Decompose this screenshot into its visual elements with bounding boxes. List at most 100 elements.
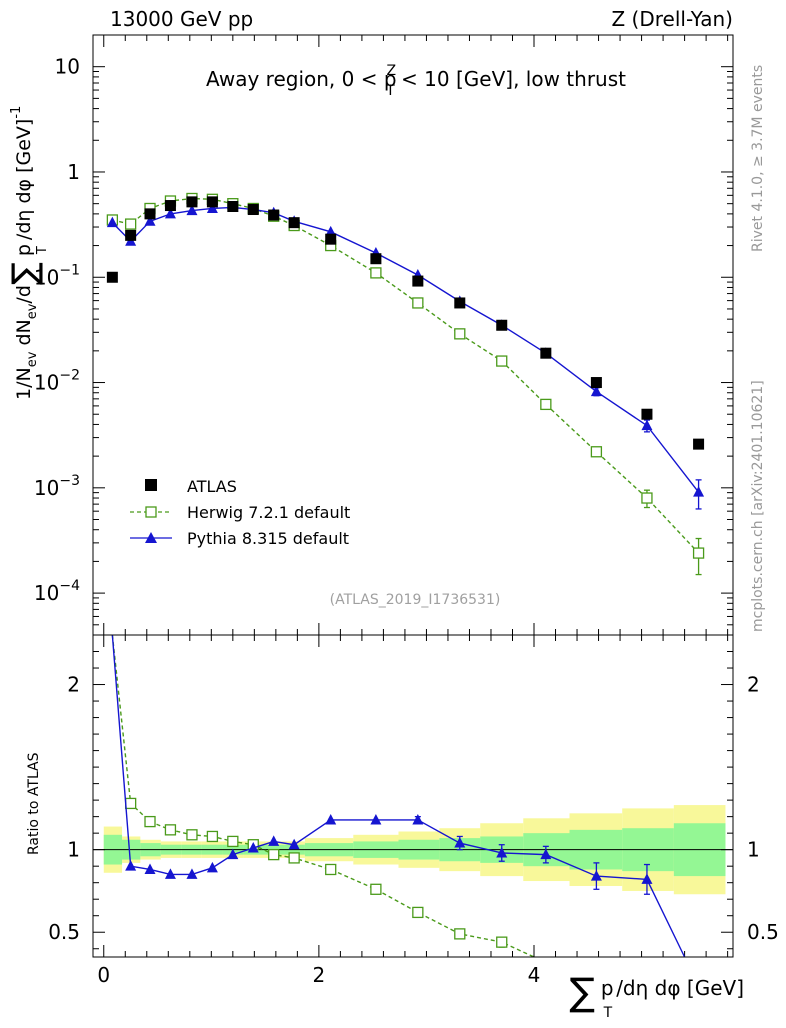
ratio-herwig-point — [268, 848, 280, 861]
main-herwig-point — [454, 328, 466, 340]
main-pythia-point — [590, 385, 602, 397]
ratio-pythia-point — [590, 870, 602, 881]
ratio-herwig-point — [124, 797, 137, 810]
main-pythia-point — [641, 419, 653, 431]
tick-exponent: −1 — [59, 262, 80, 278]
xlabel-sub: T — [603, 1005, 613, 1021]
ratio-pythia-point — [144, 863, 156, 874]
ratio-x-tick-label: 2 — [313, 963, 326, 987]
ratio-herwig-point — [454, 928, 466, 940]
main-herwig-point — [590, 446, 603, 458]
main-pythia-line — [111, 206, 700, 493]
legend-pythia-marker — [145, 532, 157, 543]
ratio-pythia-point — [247, 842, 259, 853]
ratio-pythia-point — [186, 868, 198, 879]
ratio-x-tick-label: 0 — [97, 963, 110, 987]
ratio-y-axis-title: Ratio to ATLAS — [26, 752, 42, 855]
ratio-y-tick-label: 2 — [67, 673, 80, 697]
ratio-pythia-point — [268, 835, 280, 846]
main-y-tick-label: 10−3 — [34, 473, 80, 500]
main-pythia-point — [186, 204, 198, 216]
main-atlas-point — [693, 438, 705, 450]
rivet-version-label: Rivet 4.1.0, ≥ 3.7M events — [750, 65, 766, 252]
main-atlas-point — [106, 271, 118, 283]
ratio-y-tick-label: 0.5 — [48, 920, 80, 944]
ratio-axis-ticks — [93, 634, 733, 957]
header-left-label: 13000 GeV pp — [110, 7, 253, 31]
xlabel-sum-symbol: ∑ — [569, 970, 595, 1014]
main-herwig-point — [370, 267, 382, 279]
main-pythia-point — [693, 486, 705, 497]
main-pythia-point — [164, 207, 176, 219]
main-atlas-point — [412, 275, 424, 287]
tick-base: 10 — [34, 476, 59, 500]
main-herwig-point — [641, 492, 653, 504]
svg-text:1/Nev dNev/d∑ pT /dη dφ [GeV]: 1/Nev dNev/d∑ pT /dη dφ [GeV]-1 — [5, 106, 50, 400]
main-y-axis-title: 1/Nev dNev/d∑ pT /dη dφ [GeV]-1 — [5, 106, 50, 400]
legend-atlas-marker — [145, 479, 157, 491]
main-atlas-point — [268, 209, 280, 221]
ratio-pythia-point — [370, 813, 382, 825]
main-atlas-point — [125, 229, 137, 241]
ratio-herwig-point — [496, 936, 508, 948]
tick-base: 10 — [34, 265, 59, 289]
analysis-label: (ATLAS_2019_I1736531) — [330, 592, 501, 608]
legend-pythia-label: Pythia 8.315 default — [187, 529, 349, 548]
main-pythia-point — [106, 216, 118, 228]
tick-exponent: −3 — [59, 473, 80, 489]
ratio-herwig-point — [412, 906, 424, 919]
tick-base: 10 — [34, 371, 59, 395]
main-atlas-point — [227, 200, 239, 212]
main-atlas-point — [247, 204, 259, 216]
ratio-frame — [92, 634, 734, 958]
title-part-sub: T — [385, 83, 395, 99]
main-series-layer — [106, 192, 705, 576]
ratio-series-layer — [111, 634, 686, 958]
ratio-y-tick-label-right: 2 — [747, 673, 760, 697]
ratio-pythia-point — [540, 848, 552, 860]
ratio-herwig-point — [164, 824, 177, 836]
header-right-label: Z (Drell-Yan) — [611, 7, 733, 31]
tick-exponent: −4 — [59, 578, 80, 594]
main-herwig-point — [124, 218, 137, 230]
tick-exponent: −2 — [59, 368, 80, 384]
ratio-panel: 0.5 0.5 1 1 2 2 0 2 4 Ratio to ATLAS ∑ p T/dη dφ [… — [26, 634, 779, 1021]
ratio-herwig-point — [325, 863, 337, 876]
main-atlas-point — [496, 319, 508, 331]
tick-base: 10 — [34, 581, 59, 605]
main-herwig-line — [112, 197, 700, 554]
ratio-pythia-point — [325, 813, 337, 825]
legend-herwig-label: Herwig 7.2.1 default — [187, 503, 350, 522]
ratio-y-tick-label-right: 1 — [747, 838, 760, 862]
ratio-tick-labels: 0.5 0.5 1 1 2 2 0 2 4 — [48, 673, 779, 987]
ratio-pythia-point — [641, 873, 653, 884]
main-y-tick-label: 1 — [67, 160, 80, 184]
ratio-herwig-point — [144, 815, 156, 828]
xlabel-rest: /dη dφ [GeV] — [616, 976, 744, 1000]
legend-atlas-label: ATLAS — [187, 477, 237, 496]
main-y-tick-label: 10−4 — [34, 578, 80, 605]
main-herwig-point — [412, 297, 424, 309]
main-atlas-point — [164, 200, 176, 212]
ratio-pythia-point — [227, 848, 239, 860]
main-herwig-point — [692, 547, 705, 559]
main-atlas-point — [325, 233, 337, 245]
ratio-pythia-point — [125, 860, 137, 871]
main-atlas-point — [370, 253, 382, 265]
ratio-pythia-point — [288, 838, 300, 850]
mcplots-label: mcplots.cern.ch [arXiv:2401.10621] — [750, 380, 766, 632]
ratio-pythia-point — [496, 846, 508, 858]
main-atlas-point — [454, 297, 466, 309]
ratio-pythia-point — [454, 837, 466, 848]
main-y-tick-label: 10−2 — [34, 368, 80, 395]
main-axis-ticks — [93, 34, 733, 636]
main-pythia-point — [206, 202, 218, 213]
ratio-y-tick-label: 1 — [67, 838, 80, 862]
ratio-x-tick-label: 4 — [528, 963, 541, 987]
ratio-x-axis-title: ∑ p T/dη dφ [GeV] — [569, 970, 744, 1021]
main-herwig-point — [540, 398, 552, 411]
main-atlas-point — [288, 217, 300, 229]
